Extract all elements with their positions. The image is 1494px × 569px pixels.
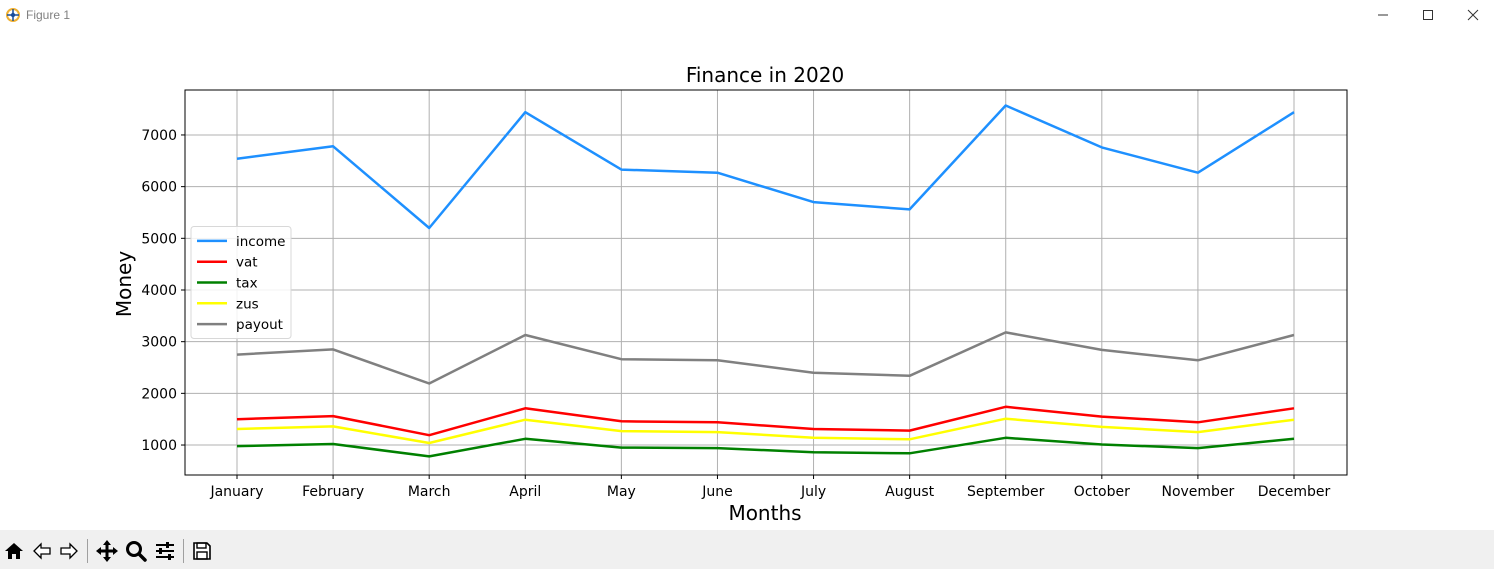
plot-frame: [184, 89, 1348, 476]
series-line-tax: [236, 436, 1295, 458]
y-tick-label: 7000: [141, 128, 177, 144]
series-line-payout: [236, 331, 1295, 385]
forward-button[interactable]: [56, 538, 82, 564]
x-tick-label: July: [800, 484, 826, 500]
legend: income vat tax zus payout: [190, 226, 292, 339]
legend-label-vat: vat: [236, 255, 258, 271]
x-tick-label: May: [607, 484, 636, 500]
magnifier-icon: [126, 541, 147, 562]
x-tick-label: December: [1258, 484, 1331, 500]
legend-label-tax: tax: [236, 276, 258, 292]
toolbar-separator: [183, 539, 184, 563]
y-tick-label: 1000: [141, 438, 177, 454]
sliders-icon: [156, 542, 174, 560]
y-tick-label: 3000: [141, 335, 177, 351]
close-icon: [1467, 9, 1479, 21]
x-tick-label: March: [408, 484, 451, 500]
chart-title: Finance in 2020: [686, 63, 844, 87]
y-axis-label: Money: [112, 251, 136, 317]
minimize-button[interactable]: [1360, 0, 1406, 30]
navigation-toolbar: [0, 530, 1494, 569]
x-tick-label: August: [885, 484, 935, 500]
series-lines: [236, 104, 1295, 458]
series-line-zus: [236, 417, 1295, 445]
zoom-button[interactable]: [123, 538, 149, 564]
minimize-icon: [1378, 14, 1388, 16]
close-button[interactable]: [1450, 0, 1494, 30]
y-tick-label: 6000: [141, 180, 177, 196]
floppy-disk-icon: [193, 542, 211, 560]
line-chart: Finance in 2020 Months Money January Febr…: [112, 63, 1348, 525]
pan-button[interactable]: [94, 538, 120, 564]
series-line-income: [236, 104, 1295, 230]
save-button[interactable]: [189, 538, 215, 564]
arrow-right-icon: [60, 542, 78, 560]
figure-canvas[interactable]: Finance in 2020 Months Money January Febr…: [0, 30, 1494, 530]
maximize-icon: [1423, 10, 1433, 20]
grid: [185, 90, 1347, 475]
y-tick-label: 2000: [141, 386, 177, 402]
home-button[interactable]: [1, 538, 27, 564]
legend-box: [190, 226, 292, 339]
x-axis-label: Months: [728, 501, 801, 525]
home-icon: [5, 543, 23, 559]
arrow-left-icon: [33, 542, 51, 560]
x-tick-label: January: [209, 484, 263, 500]
window-titlebar: Figure 1: [0, 0, 1494, 30]
x-tick-label: October: [1074, 484, 1130, 500]
app-icon: [6, 8, 20, 22]
maximize-button[interactable]: [1405, 0, 1451, 30]
y-tick-label: 4000: [141, 283, 177, 299]
x-tick-label: September: [967, 484, 1045, 500]
x-tick-label: February: [302, 484, 364, 500]
toolbar-separator: [87, 539, 88, 563]
legend-label-income: income: [236, 234, 285, 250]
configure-subplots-button[interactable]: [152, 538, 178, 564]
window-title: Figure 1: [26, 8, 71, 22]
x-tick-label: April: [509, 484, 541, 500]
series-line-vat: [236, 405, 1295, 437]
legend-label-payout: payout: [236, 317, 283, 333]
x-tick-label: June: [701, 484, 733, 500]
y-tick-label: 5000: [141, 231, 177, 247]
legend-label-zus: zus: [236, 296, 259, 312]
ticks: January February March April May June July Augu…: [141, 128, 1330, 500]
x-tick-label: November: [1161, 484, 1234, 500]
back-button[interactable]: [29, 538, 55, 564]
move-icon: [96, 540, 118, 562]
